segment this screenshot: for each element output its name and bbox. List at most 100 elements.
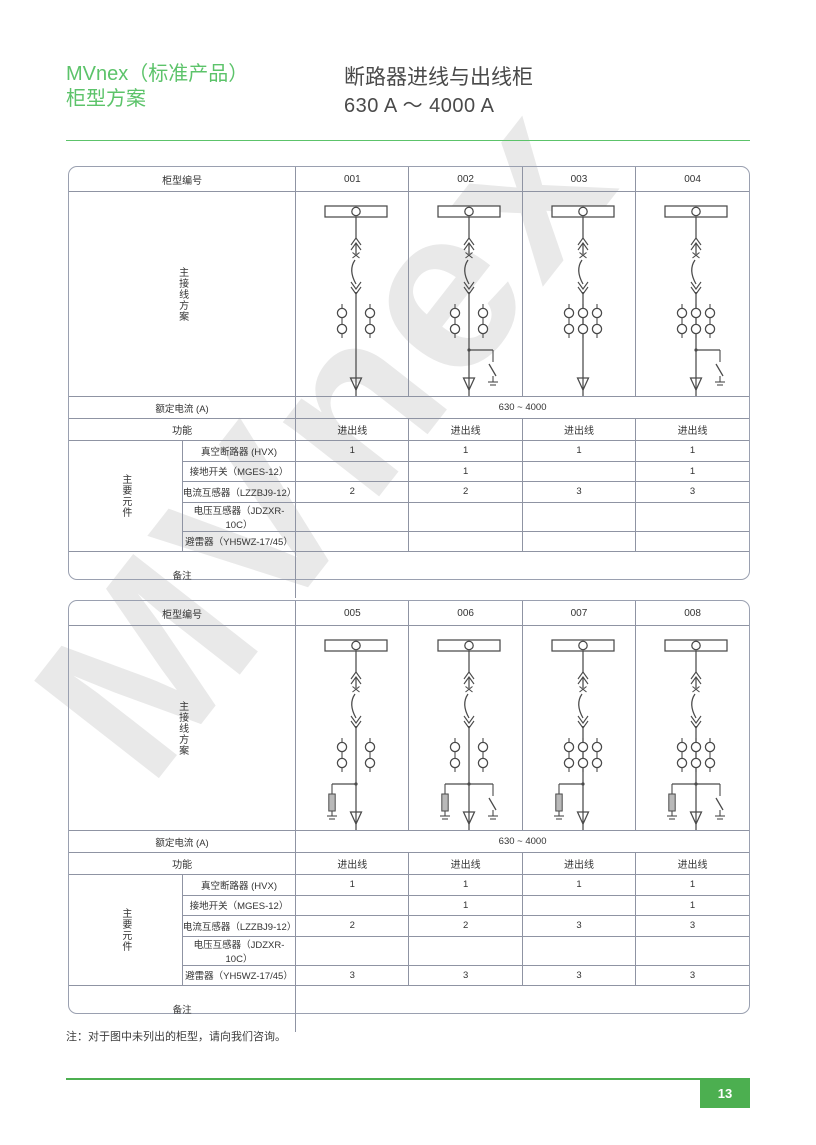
component-qty-003: 1 (521, 440, 637, 462)
spec-table-card-2: 柜型编号 005 006 007 008 主接线方案 额定电流 (A) 630 ~ 4000 功… (68, 600, 750, 1032)
component-name: 接地开关（MGES-12） (182, 894, 297, 916)
model-number-003: 003 (521, 167, 637, 192)
table-header-row: 柜型编号 001 002 003 004 (69, 167, 749, 192)
brand-line-2: 柜型方案 (66, 88, 146, 110)
wiring-diagram-006 (408, 625, 523, 831)
component-qty-002: 1 (408, 440, 523, 462)
wiring-diagram-007 (521, 625, 637, 831)
wiring-diagram-004 (635, 191, 749, 397)
table-1: 柜型编号 001 002 003 004 主接线方案 额定电流 (A) 630 ~ 4000 功… (69, 167, 749, 598)
component-qty-003 (521, 530, 637, 552)
wiring-diagram-002 (408, 191, 523, 397)
model-no-label: 柜型编号 (69, 601, 297, 626)
rated-current-label: 额定电流 (A) (69, 396, 297, 419)
component-qty-006 (408, 935, 523, 966)
component-qty-005: 1 (295, 874, 410, 896)
main-wiring-label: 主接线方案 (69, 191, 297, 397)
component-qty-007: 3 (521, 915, 637, 937)
rated-current-value: 630 ~ 4000 (295, 830, 749, 853)
component-row: 主要元件 真空断路器 (HVX) 1 1 1 1 (69, 874, 749, 986)
component-qty-004: 1 (635, 460, 749, 482)
component-row: 电流互感器（LZZBJ9-12） 2 2 3 3 (69, 915, 749, 937)
component-qty-002 (408, 501, 523, 532)
component-name: 电压互感器（JDZXR-10C） (182, 501, 297, 532)
component-qty-007 (521, 894, 637, 916)
component-qty-008 (635, 935, 749, 966)
remarks-label: 备注 (69, 985, 297, 1032)
component-row: 电压互感器（JDZXR-10C） (69, 935, 749, 966)
component-qty-006: 1 (408, 874, 523, 896)
model-number-008: 008 (635, 601, 749, 626)
component-row: 避雷器（YH5WZ-17/45） (69, 530, 749, 552)
model-number-007: 007 (521, 601, 637, 626)
component-qty-005 (295, 935, 410, 966)
component-qty-002 (408, 530, 523, 552)
component-qty-008: 3 (635, 964, 749, 986)
component-row: 电压互感器（JDZXR-10C） (69, 501, 749, 532)
model-number-001: 001 (295, 167, 410, 192)
table-header-row: 柜型编号 005 006 007 008 (69, 601, 749, 626)
component-row: 主要元件 真空断路器 (HVX) 1 1 1 1 (69, 440, 749, 552)
page-title: 断路器进线与出线柜 630 A ～ 4000 A (344, 64, 533, 120)
diagram-row: 主接线方案 (69, 191, 749, 397)
title-line-2: 630 A ～ 4000 A (344, 95, 495, 117)
component-qty-006: 2 (408, 915, 523, 937)
table-2: 柜型编号 005 006 007 008 主接线方案 额定电流 (A) 630 ~ 4000 功… (69, 601, 749, 1032)
component-qty-003 (521, 460, 637, 482)
component-name: 电压互感器（JDZXR-10C） (182, 935, 297, 966)
component-qty-008: 1 (635, 874, 749, 896)
rated-current-label: 额定电流 (A) (69, 830, 297, 853)
function-value-008: 进出线 (635, 852, 749, 875)
component-qty-008: 1 (635, 894, 749, 916)
component-qty-002: 1 (408, 460, 523, 482)
function-value-006: 进出线 (408, 852, 523, 875)
main-components-label: 主要元件 (69, 874, 183, 986)
component-row: 接地开关（MGES-12） 1 1 (69, 894, 749, 916)
component-qty-002: 2 (408, 481, 523, 503)
remarks-value (295, 551, 749, 598)
brand-block: MVnex（标准产品） 柜型方案 (66, 62, 248, 112)
title-line-1: 断路器进线与出线柜 (344, 66, 533, 89)
function-value-007: 进出线 (521, 852, 637, 875)
function-value-001: 进出线 (295, 418, 410, 441)
wiring-diagram-001 (295, 191, 410, 397)
component-qty-004 (635, 501, 749, 532)
component-qty-008: 3 (635, 915, 749, 937)
component-qty-001 (295, 460, 410, 482)
component-qty-007 (521, 935, 637, 966)
component-qty-004 (635, 530, 749, 552)
function-label: 功能 (69, 418, 297, 441)
component-qty-006: 3 (408, 964, 523, 986)
component-qty-007: 3 (521, 964, 637, 986)
component-row: 接地开关（MGES-12） 1 1 (69, 460, 749, 482)
component-name: 电流互感器（LZZBJ9-12） (182, 915, 296, 937)
footer-divider (66, 1078, 750, 1080)
component-qty-004: 1 (635, 440, 749, 462)
component-name: 真空断路器 (HVX) (181, 440, 297, 462)
component-qty-003 (521, 501, 637, 532)
remarks-row: 备注 (69, 551, 749, 598)
component-qty-007: 1 (521, 874, 637, 896)
wiring-diagram-008 (635, 625, 749, 831)
rated-current-row: 额定电流 (A) 630 ~ 4000 (69, 396, 749, 419)
function-value-003: 进出线 (521, 418, 637, 441)
function-row: 功能 进出线 进出线 进出线 进出线 (69, 418, 749, 441)
component-name: 避雷器（YH5WZ-17/45） (182, 964, 297, 986)
model-no-label: 柜型编号 (69, 167, 297, 192)
component-qty-001 (295, 530, 410, 552)
model-number-002: 002 (408, 167, 523, 192)
component-name: 电流互感器（LZZBJ9-12） (182, 481, 296, 503)
component-qty-005: 2 (295, 915, 410, 937)
spec-table-card-1: 柜型编号 001 002 003 004 主接线方案 额定电流 (A) 630 ~ 4000 功… (68, 166, 750, 598)
brand-line-1: MVnex（标准产品） (66, 63, 249, 85)
rated-current-row: 额定电流 (A) 630 ~ 4000 (69, 830, 749, 853)
component-row: 电流互感器（LZZBJ9-12） 2 2 3 3 (69, 481, 749, 503)
model-number-006: 006 (408, 601, 523, 626)
remarks-value (295, 985, 749, 1032)
page-header: MVnex（标准产品） 柜型方案 断路器进线与出线柜 630 A ～ 4000 … (0, 0, 816, 150)
remarks-label: 备注 (69, 551, 297, 598)
function-row: 功能 进出线 进出线 进出线 进出线 (69, 852, 749, 875)
function-label: 功能 (69, 852, 297, 875)
main-components-label: 主要元件 (69, 440, 183, 552)
